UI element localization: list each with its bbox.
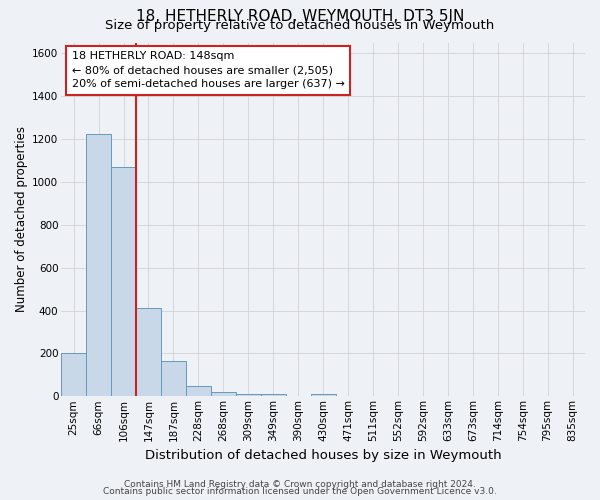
Text: Contains public sector information licensed under the Open Government Licence v3: Contains public sector information licen… <box>103 487 497 496</box>
Bar <box>61 354 86 397</box>
Text: Contains HM Land Registry data © Crown copyright and database right 2024.: Contains HM Land Registry data © Crown c… <box>124 480 476 489</box>
Text: Size of property relative to detached houses in Weymouth: Size of property relative to detached ho… <box>106 19 494 32</box>
Bar <box>236 394 261 396</box>
Bar <box>186 386 211 396</box>
Bar <box>311 394 335 396</box>
Bar <box>111 167 136 396</box>
Bar <box>86 134 111 396</box>
Bar <box>261 394 286 396</box>
Bar <box>211 392 236 396</box>
Y-axis label: Number of detached properties: Number of detached properties <box>15 126 28 312</box>
Bar <box>136 308 161 396</box>
X-axis label: Distribution of detached houses by size in Weymouth: Distribution of detached houses by size … <box>145 450 502 462</box>
Bar <box>161 361 186 396</box>
Text: 18, HETHERLY ROAD, WEYMOUTH, DT3 5JN: 18, HETHERLY ROAD, WEYMOUTH, DT3 5JN <box>136 9 464 24</box>
Text: 18 HETHERLY ROAD: 148sqm
← 80% of detached houses are smaller (2,505)
20% of sem: 18 HETHERLY ROAD: 148sqm ← 80% of detach… <box>71 52 344 90</box>
